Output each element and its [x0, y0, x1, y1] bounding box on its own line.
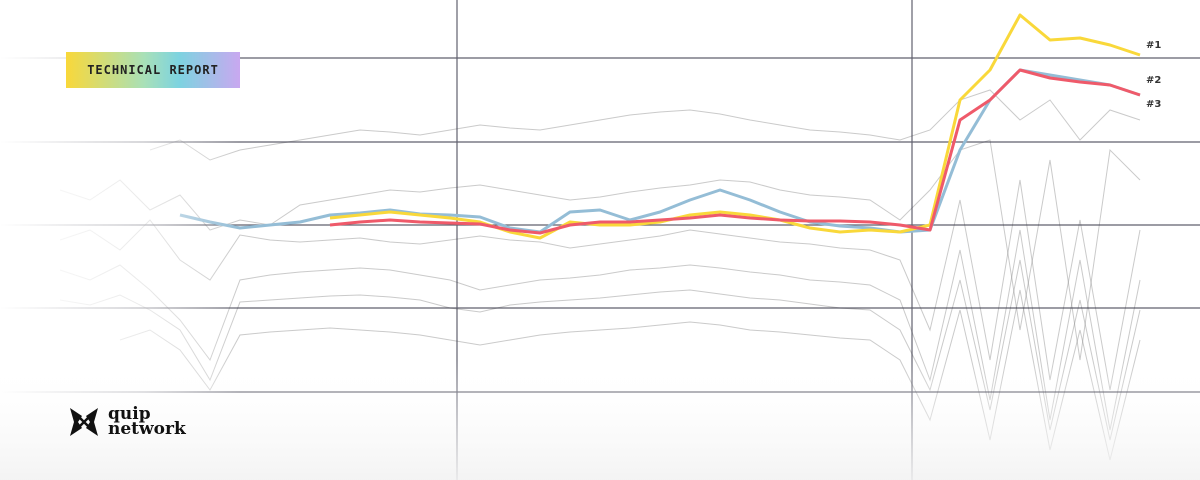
series-label: #3 — [1146, 99, 1161, 110]
series-label: #2 — [1146, 75, 1161, 86]
logo-line: quip — [108, 404, 151, 424]
logo: quip network — [66, 404, 186, 440]
logo-icon — [70, 408, 98, 436]
badge: TECHNICAL REPORT — [66, 52, 240, 88]
logo-text: quip network — [108, 404, 186, 439]
logo-line: network — [108, 419, 186, 439]
series-label: #1 — [1146, 40, 1161, 51]
